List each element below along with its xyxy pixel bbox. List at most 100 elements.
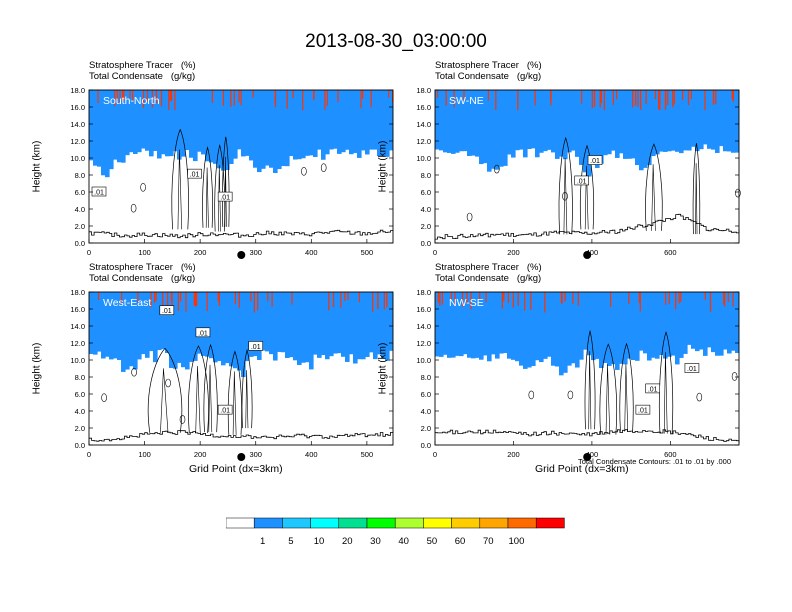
bottom-left-tracer-streak (386, 292, 388, 308)
top-left-tracer-cell (293, 90, 298, 160)
bottom-left-frame (88, 291, 394, 446)
top-left-frame (88, 89, 394, 244)
top-right-tracer-cell (579, 90, 584, 165)
top-left-tracer-cell (265, 90, 270, 166)
bottom-right-tracer-cell (663, 292, 668, 359)
bottom-left-tracer-streak (154, 292, 156, 303)
top-left-tracer-cell (229, 90, 234, 165)
bottom-right-tracer-cell (679, 292, 684, 358)
bottom-left-tracer-streak (238, 292, 240, 303)
top-right-tracer-cell (679, 90, 684, 154)
bottom-left-contour (187, 345, 209, 434)
bottom-left-tracer-cell (89, 292, 94, 354)
top-right-tracer-cell (675, 90, 680, 152)
top-right-tracer-streak (665, 90, 667, 107)
top-right-tracer-cell (707, 90, 712, 149)
bottom-right-tracer-cell (539, 292, 544, 363)
bottom-right-contour-label: .01 (648, 386, 658, 393)
top-right-tracer-cell (539, 90, 544, 153)
top-left-label: South-North (103, 95, 160, 107)
bottom-right-tracer-cell (507, 292, 512, 359)
bottom-left-tracer-streak (328, 292, 330, 311)
top-right-contour (558, 136, 573, 235)
bottom-right-tracer-cell (715, 292, 720, 356)
bottom-right-tracer-streak (577, 292, 579, 306)
top-right-tracer-cell (639, 90, 644, 171)
bottom-left-tracer-cell (165, 292, 170, 354)
bottom-right-tracer-streak (450, 292, 452, 301)
top-right-tracer-cell (635, 90, 640, 166)
bottom-right-ytick-label: 10.0 (416, 356, 431, 365)
bottom-left-terrain-line (89, 430, 394, 442)
top-right-tracer-cell (547, 90, 552, 150)
top-left-contour (320, 163, 327, 172)
top-left-contour (202, 146, 213, 228)
bottom-right-contour (624, 363, 629, 432)
bottom-left-tracer-streak (267, 292, 269, 302)
top-right-tracer-cell (631, 90, 636, 159)
top-left-tracer-cell (117, 90, 122, 163)
bottom-right-plot-area: .01 .01 .01 NW-SE 0.0 2.0 4.0 6.0 8.0 10.0 12.0 14.… (416, 288, 740, 461)
top-right-tracer-cell (559, 90, 564, 157)
bottom-left-tracer-cell (169, 292, 174, 369)
bottom-left-xtick-label: 300 (249, 450, 262, 459)
bottom-right-contour (567, 390, 574, 400)
top-left-tracer-streak (114, 90, 116, 107)
bottom-left-tracer-cell (209, 292, 214, 359)
top-right-contour (562, 191, 568, 201)
bottom-right-condensate-contours (528, 329, 738, 435)
bottom-right-tracer-cell (703, 292, 708, 356)
colorbar-swatch (535, 517, 565, 529)
top-right-tracer-streak (616, 90, 618, 100)
top-right-tracer-streak (635, 90, 637, 106)
bottom-left-tracer-streak (167, 292, 169, 312)
top-left-tracer-streak (324, 90, 326, 110)
top-right-tracer-cell (475, 90, 480, 157)
contour-note: Total Condensate Contours: .01 to .01 by… (578, 457, 732, 466)
top-right-tracer-cell (455, 90, 460, 153)
bottom-left-tracer-cell (101, 292, 106, 359)
bottom-left-tracer-cell (297, 292, 302, 365)
top-left-tracer-cell (261, 90, 266, 169)
top-left-tracer-cell (257, 90, 262, 173)
top-left-contour-label-box (187, 168, 202, 179)
top-right-tracer-cell (715, 90, 720, 153)
top-right-tracer-cell (703, 90, 708, 145)
bottom-right-tracer-cell (535, 292, 540, 361)
bottom-right-tracer-cell (631, 292, 636, 361)
colorbar-tick-label: 40 (398, 536, 409, 547)
bottom-right-tracer-cell (439, 292, 444, 357)
top-left-tracer-cell (281, 90, 286, 167)
bottom-left-contour-label: .01 (198, 330, 208, 337)
top-left-contour-label: .01 (190, 172, 200, 179)
bottom-right-xtick-label: 600 (664, 450, 677, 459)
bottom-left-xtick-label: 200 (194, 450, 207, 459)
top-left-tracer-cell (277, 90, 282, 170)
bottom-left-tracer-cell (97, 292, 102, 352)
top-left-tracer-cell (197, 90, 202, 152)
bottom-left-ylabel: Height (km) (31, 342, 43, 394)
colorbar-swatch (226, 517, 255, 529)
bottom-left-tracer-streak (291, 292, 293, 305)
bottom-right-tracer-cell (591, 292, 596, 361)
bottom-right-tracer-streak (564, 292, 566, 302)
top-left-xtick-label: 500 (361, 248, 374, 257)
bottom-left-tracer-cell (249, 292, 254, 357)
top-left-tracer-streak (238, 90, 240, 103)
top-right-tracer-cell (511, 90, 516, 158)
bottom-right-label: NW-SE (449, 297, 484, 309)
colorbar: 1 5 10 20 30 40 50 60 70 100 (226, 517, 565, 547)
top-left-tracer-streak (160, 90, 163, 107)
top-right-tracer-cell (563, 90, 568, 160)
bottom-right-tracer-cell (623, 292, 628, 365)
bottom-left-tracer-cell (225, 292, 230, 364)
top-right-tracer-cell (543, 90, 548, 152)
bottom-left-contour (232, 371, 237, 435)
bottom-left-tracer-cell (141, 292, 146, 355)
top-right-tracer-cell (587, 90, 592, 177)
top-right-tracer-streak (599, 90, 601, 108)
bottom-left-tracer-cell (229, 292, 234, 367)
bottom-right-tracer-streak (638, 292, 640, 304)
colorbar-swatch (366, 517, 396, 529)
bottom-right-tracer-cell (443, 292, 448, 355)
